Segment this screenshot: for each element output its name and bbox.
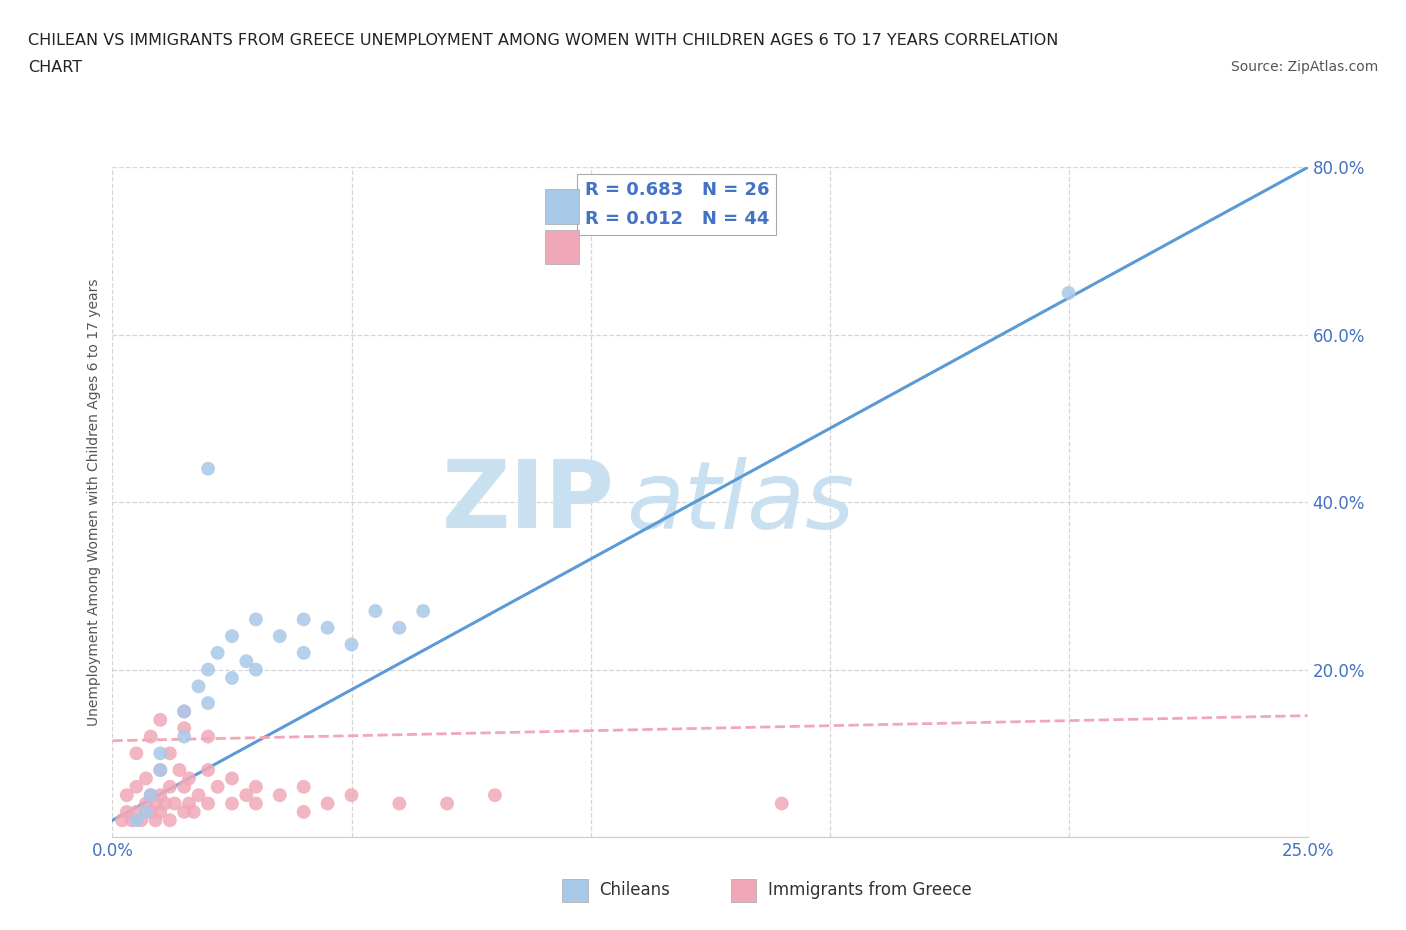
Point	[292, 645, 315, 660]
Point	[115, 804, 138, 819]
Point	[125, 813, 148, 828]
FancyBboxPatch shape	[546, 230, 579, 264]
Y-axis label: Unemployment Among Women with Children Ages 6 to 17 years: Unemployment Among Women with Children A…	[87, 278, 101, 726]
Point	[125, 804, 148, 819]
Point	[149, 804, 172, 819]
Point	[484, 788, 506, 803]
Point	[121, 813, 143, 828]
Point	[125, 779, 148, 794]
Point	[169, 763, 191, 777]
Point	[111, 813, 134, 828]
Point	[135, 804, 157, 819]
Point	[245, 779, 267, 794]
Point	[149, 788, 172, 803]
Point	[316, 620, 339, 635]
Point	[173, 804, 195, 819]
Point	[364, 604, 387, 618]
Point	[269, 788, 291, 803]
Point	[173, 704, 195, 719]
Text: Source: ZipAtlas.com: Source: ZipAtlas.com	[1230, 60, 1378, 74]
Point	[125, 746, 148, 761]
Point	[139, 804, 162, 819]
Point	[235, 654, 257, 669]
Point	[145, 796, 167, 811]
Point	[245, 662, 267, 677]
Point	[207, 645, 229, 660]
Point	[436, 796, 458, 811]
Point	[245, 796, 267, 811]
Point	[139, 788, 162, 803]
Text: R = 0.683   N = 26
R = 0.012   N = 44: R = 0.683 N = 26 R = 0.012 N = 44	[585, 180, 769, 228]
Point	[388, 620, 411, 635]
Point	[187, 679, 209, 694]
Text: atlas: atlas	[626, 457, 855, 548]
Point	[173, 729, 195, 744]
Point	[149, 763, 172, 777]
Point	[197, 662, 219, 677]
Point	[269, 629, 291, 644]
Point	[1057, 286, 1080, 300]
Point	[292, 612, 315, 627]
Point	[159, 813, 181, 828]
Point	[292, 804, 315, 819]
Point	[388, 796, 411, 811]
Point	[221, 796, 243, 811]
Point	[197, 461, 219, 476]
Point	[177, 771, 200, 786]
Point	[173, 704, 195, 719]
Point	[139, 729, 162, 744]
Point	[177, 796, 200, 811]
Point	[221, 771, 243, 786]
Point	[159, 779, 181, 794]
Point	[197, 763, 219, 777]
Point	[770, 796, 793, 811]
Point	[197, 696, 219, 711]
Point	[316, 796, 339, 811]
Point	[135, 771, 157, 786]
Point	[183, 804, 205, 819]
Point	[173, 721, 195, 736]
Point	[235, 788, 257, 803]
Point	[340, 637, 363, 652]
Point	[149, 746, 172, 761]
Text: Chileans: Chileans	[599, 882, 669, 899]
Text: ZIP: ZIP	[441, 457, 614, 548]
Text: Immigrants from Greece: Immigrants from Greece	[768, 882, 972, 899]
Point	[197, 796, 219, 811]
Point	[115, 788, 138, 803]
Text: CHILEAN VS IMMIGRANTS FROM GREECE UNEMPLOYMENT AMONG WOMEN WITH CHILDREN AGES 6 : CHILEAN VS IMMIGRANTS FROM GREECE UNEMPL…	[28, 33, 1059, 47]
Point	[163, 796, 186, 811]
Point	[153, 796, 176, 811]
Point	[187, 788, 209, 803]
Point	[159, 746, 181, 761]
Point	[173, 779, 195, 794]
Point	[221, 671, 243, 685]
FancyBboxPatch shape	[546, 190, 579, 224]
Point	[292, 779, 315, 794]
Text: CHART: CHART	[28, 60, 82, 75]
Point	[197, 729, 219, 744]
Point	[129, 813, 152, 828]
Point	[149, 763, 172, 777]
Point	[221, 629, 243, 644]
Point	[412, 604, 434, 618]
Point	[145, 813, 167, 828]
Point	[340, 788, 363, 803]
Point	[149, 712, 172, 727]
Point	[207, 779, 229, 794]
Point	[245, 612, 267, 627]
Point	[135, 796, 157, 811]
Point	[139, 788, 162, 803]
